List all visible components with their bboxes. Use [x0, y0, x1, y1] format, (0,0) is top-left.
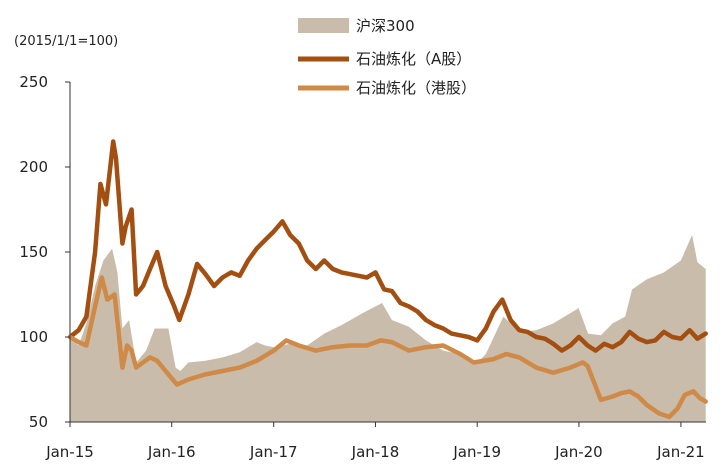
x-tick-label: Jan-16	[147, 443, 196, 461]
y-tick-label: 250	[19, 73, 48, 91]
legend-label-hs300: 沪深300	[356, 17, 415, 35]
series-line-a-share	[67, 139, 708, 353]
legend-swatch-hs300	[298, 18, 349, 33]
y-tick-label: 50	[29, 413, 48, 431]
plot-area	[67, 139, 708, 422]
legend-label-hk-share: 石油炼化（港股）	[356, 79, 476, 97]
x-tick-label: Jan-17	[249, 443, 298, 461]
x-tick-label: Jan-18	[351, 443, 400, 461]
axes: 250 200 150 100 50 Jan-15 Jan-16 Jan-17 Jan-18 Ja…	[19, 73, 706, 461]
x-tick-label: Jan-20	[554, 443, 603, 461]
y-tick-label: 100	[19, 328, 48, 346]
y-tick-label: 200	[19, 158, 48, 176]
x-tick-label: Jan-15	[45, 443, 94, 461]
unit-note: (2015/1/1=100)	[14, 34, 118, 49]
legend: 沪深300 石油炼化（A股） 石油炼化（港股）	[298, 17, 476, 97]
y-tick-label: 150	[19, 243, 48, 261]
series-line-hk-share	[67, 275, 708, 420]
x-tick-label: Jan-19	[452, 443, 501, 461]
x-tick-label: Jan-21	[656, 443, 705, 461]
series-area-hs300	[70, 235, 706, 422]
legend-label-a-share: 石油炼化（A股）	[356, 50, 471, 68]
